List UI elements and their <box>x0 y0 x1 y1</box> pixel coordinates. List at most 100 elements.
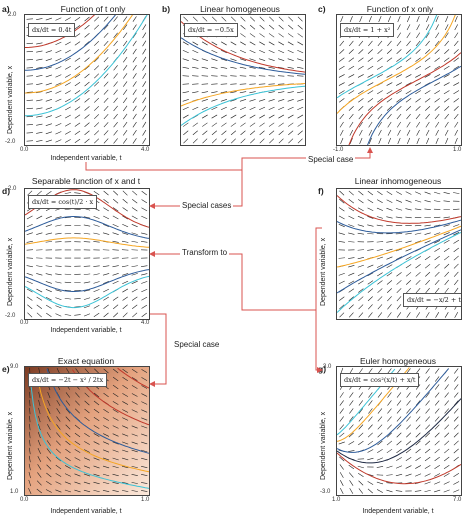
slope-segment <box>415 82 422 86</box>
slope-segment <box>230 91 237 94</box>
slope-segment <box>36 488 42 494</box>
label-special-cases: Special cases <box>180 201 234 210</box>
slope-segment <box>287 41 294 46</box>
slope-segment <box>386 216 393 219</box>
solution-curve <box>25 15 148 117</box>
solution-curve <box>337 225 461 268</box>
slope-segment <box>405 208 412 211</box>
slope-segment <box>211 66 218 69</box>
solution-curve <box>30 387 149 489</box>
slope-segment <box>367 481 374 485</box>
slope-segment <box>268 41 275 46</box>
slope-segment <box>123 16 128 22</box>
slope-segment <box>453 448 459 454</box>
xtick-right-e: 1.0 <box>141 497 150 503</box>
slope-segment <box>358 312 364 318</box>
slope-segment <box>387 304 392 310</box>
slope-segment <box>221 114 227 119</box>
slope-segment <box>83 224 91 227</box>
slope-segment <box>348 296 354 301</box>
slope-segment <box>396 448 402 454</box>
slope-segment <box>444 32 449 39</box>
slope-segment <box>123 40 128 47</box>
slope-segment <box>415 40 421 47</box>
slope-segment <box>376 481 384 485</box>
slope-segment <box>434 408 440 414</box>
slope-segment <box>83 481 91 485</box>
slope-segment <box>425 287 430 294</box>
slope-segment <box>27 190 33 196</box>
slope-segment <box>453 263 459 269</box>
slope-segment <box>424 240 431 244</box>
slope-segment <box>396 74 402 78</box>
slope-segment <box>29 407 31 415</box>
slope-segment <box>55 289 62 292</box>
slope-segment <box>211 114 218 119</box>
slope-segment <box>131 232 138 235</box>
slope-segment <box>45 131 52 135</box>
slope-segment <box>454 311 459 318</box>
slope-segment <box>55 90 62 94</box>
slope-segment <box>435 121 440 128</box>
slope-segment <box>103 392 109 398</box>
slope-segment <box>278 114 285 119</box>
slope-segment <box>131 280 138 284</box>
slope-segment <box>141 393 148 397</box>
slope-segment <box>424 57 431 62</box>
slope-segment <box>434 440 440 446</box>
slope-segment <box>406 32 411 39</box>
slope-segment <box>56 416 61 422</box>
slope-segment <box>338 272 345 276</box>
slope-segment <box>65 17 71 21</box>
slope-segment <box>45 107 52 110</box>
slope-segment <box>377 424 383 430</box>
slope-segment <box>386 440 393 446</box>
slope-segment <box>45 139 52 143</box>
slope-segment <box>454 279 459 286</box>
slope-segment <box>93 408 100 414</box>
slope-segment <box>416 32 421 39</box>
slope-segment <box>395 216 403 219</box>
slope-segment <box>132 81 137 87</box>
xtick-left-a: 0.0 <box>20 147 29 153</box>
slope-segment <box>37 447 41 455</box>
slope-segment <box>211 91 218 94</box>
slope-segment <box>103 130 109 136</box>
slope-segment <box>277 91 285 94</box>
slope-segment <box>349 137 353 145</box>
slope-segment <box>434 279 440 286</box>
slope-segment <box>141 190 147 196</box>
slope-segment <box>94 24 100 30</box>
slope-segment <box>396 432 402 438</box>
slope-segment <box>192 16 198 22</box>
slope-segment <box>112 384 119 390</box>
slope-segment <box>38 391 41 399</box>
slope-segment <box>424 481 431 485</box>
slope-segment <box>348 280 355 285</box>
slope-segment <box>434 416 440 422</box>
solution-curve <box>181 21 305 73</box>
slope-segment <box>240 114 246 119</box>
slope-segment <box>405 90 412 95</box>
slope-segment <box>454 24 458 31</box>
slope-segment <box>338 280 345 285</box>
slope-segment <box>434 90 441 95</box>
ytick-bottom-a: -2.0 <box>5 139 16 145</box>
panel-b-label: b) <box>162 4 171 14</box>
slope-segment <box>358 408 364 414</box>
slope-segment <box>47 407 51 415</box>
slope-segment <box>64 314 72 316</box>
slope-segment <box>387 408 392 414</box>
slope-segment <box>376 199 383 204</box>
slope-segment <box>221 130 227 136</box>
slope-segment <box>183 138 189 144</box>
slope-segment <box>453 473 460 477</box>
slope-segment <box>112 417 119 421</box>
slope-segment <box>142 81 147 87</box>
slope-segment <box>211 49 218 54</box>
slope-segment <box>64 192 72 194</box>
slope-segment <box>358 392 364 398</box>
slope-segment <box>386 432 392 438</box>
panel-b-title: Linear homogeneous <box>200 4 280 14</box>
slope-segment <box>47 391 51 399</box>
